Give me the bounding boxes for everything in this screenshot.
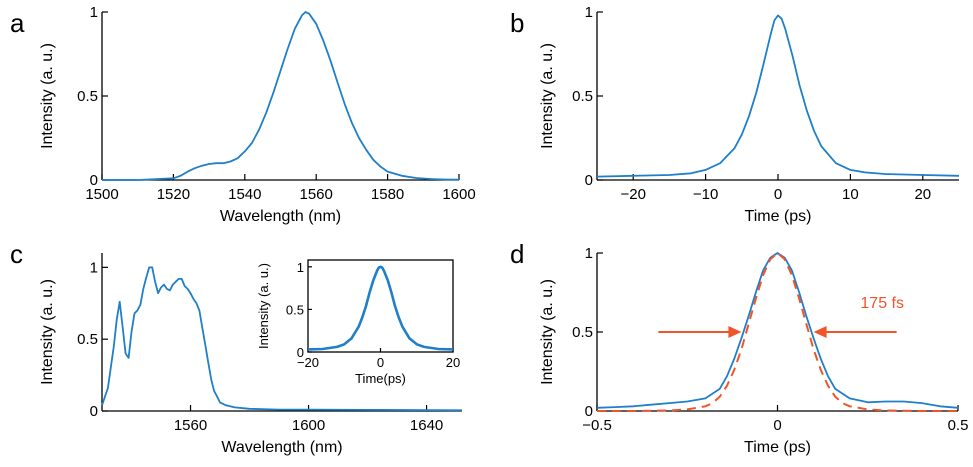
x-tick-label: 1600 xyxy=(442,186,475,203)
y-axis-title: Intensity (a. u.) xyxy=(39,279,56,385)
y-tick-label: 1 xyxy=(90,259,98,276)
x-tick-label: 0 xyxy=(774,186,782,203)
x-tick-label: 1520 xyxy=(157,186,190,203)
y-tick-label: 0.5 xyxy=(572,88,593,105)
x-tick-label: −0.5 xyxy=(582,417,612,434)
x-tick-label: 1500 xyxy=(85,186,118,203)
right-arrow-head xyxy=(813,326,827,338)
x-tick-label: 10 xyxy=(842,186,859,203)
inset-y-tick-label: 0 xyxy=(297,345,304,360)
data-curve xyxy=(596,252,959,409)
x-axis-title: Wavelength (nm) xyxy=(221,439,342,456)
left-arrow-head xyxy=(728,326,742,338)
data-curve xyxy=(596,14,960,178)
panel-c: c 1560 1600 1640 0 0.5 1 Wavelength (nm) Intensi… xyxy=(10,239,463,456)
inset-frame xyxy=(307,259,454,353)
x-axis-title: Wavelength (nm) xyxy=(220,208,341,225)
fit-curve xyxy=(597,252,958,412)
fwhm-label: 175 fs xyxy=(860,295,904,312)
y-tick-label: 1 xyxy=(585,245,593,262)
panel-b: b −20 −10 0 10 20 0 0.5 1 Time (ps) Intensity (a. … xyxy=(510,4,960,225)
x-tick-label: 1560 xyxy=(300,186,333,203)
panel-letter: b xyxy=(510,8,524,38)
x-tick-label: 1560 xyxy=(174,417,207,434)
y-tick-label: 0 xyxy=(90,172,98,189)
x-tick-label: 1540 xyxy=(228,186,261,203)
inset-y-axis-title: Intensity (a. u.) xyxy=(256,263,271,349)
x-tick-label: 20 xyxy=(914,186,931,203)
x-tick-label: 0.5 xyxy=(948,417,969,434)
panel-letter: c xyxy=(10,239,23,269)
fwhm-annotation: 175 fs xyxy=(658,295,904,338)
inset-y-tick-label: 0.5 xyxy=(286,302,304,317)
y-tick-label: 0 xyxy=(585,403,593,420)
x-tick-label: 1580 xyxy=(371,186,404,203)
y-tick-label: 1 xyxy=(90,4,98,21)
x-tick-label: 1600 xyxy=(292,417,325,434)
data-curve xyxy=(101,266,463,412)
y-tick-label: 0.5 xyxy=(77,331,98,348)
y-tick-label: 1 xyxy=(585,4,593,21)
x-tick-label: −20 xyxy=(620,186,645,203)
panel-letter: d xyxy=(510,239,524,269)
x-axis-title: Time (ps) xyxy=(745,208,812,225)
x-axis-title: Time (ps) xyxy=(744,439,811,456)
y-axis-title: Intensity (a. u.) xyxy=(39,43,56,149)
y-tick-label: 0.5 xyxy=(572,324,593,341)
y-tick-label: 0 xyxy=(90,403,98,420)
y-tick-label: 0.5 xyxy=(77,88,98,105)
y-tick-label: 0 xyxy=(585,172,593,189)
inset-data-curve xyxy=(307,265,454,351)
inset-x-tick-label: 20 xyxy=(446,355,460,370)
x-tick-label: −10 xyxy=(693,186,718,203)
x-tick-label: 1640 xyxy=(410,417,443,434)
inset-x-axis-title: Time(ps) xyxy=(355,371,406,386)
y-axis-title: Intensity (a. u.) xyxy=(539,43,556,149)
x-tick-label: 0 xyxy=(773,417,781,434)
inset-y-tick-label: 1 xyxy=(297,260,304,275)
data-curve xyxy=(102,11,460,181)
inset-x-tick-label: −20 xyxy=(297,355,319,370)
y-axis-title: Intensity (a. u.) xyxy=(539,279,556,385)
panel-letter: a xyxy=(10,8,25,38)
panel-a: a 1500 1520 1540 1560 1580 1600 0 0.5 1 Wavelength… xyxy=(10,4,476,225)
inset-x-tick-label: 0 xyxy=(377,355,384,370)
